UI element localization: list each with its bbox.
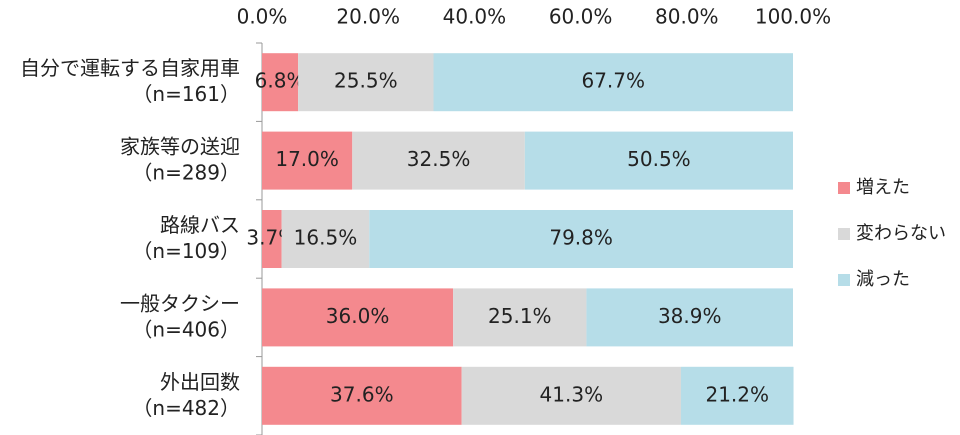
bar-segment (262, 366, 462, 425)
legend-label: 増えた (856, 177, 910, 198)
bar-segment (262, 53, 299, 112)
data-label: 25.1% (488, 304, 552, 328)
bar-segment (453, 288, 587, 347)
y-tick-line: （n=109） (132, 239, 240, 263)
y-tick-line: （n=161） (132, 82, 240, 106)
x-tick-label: 0.0% (237, 5, 288, 29)
y-tick-label: 外出回数（n=482） (132, 369, 240, 419)
data-label: 36.0% (326, 304, 390, 328)
y-tick-line: （n=482） (132, 395, 240, 419)
bar-segment (524, 131, 793, 190)
data-label: 32.5% (407, 147, 471, 171)
y-tick-line: 一般タクシー (120, 291, 240, 315)
y-tick-line: （n=406） (132, 317, 240, 341)
data-label: 6.8% (255, 69, 306, 93)
y-tick-label: 一般タクシー（n=406） (120, 291, 240, 341)
y-tick-line: 自分で運転する自家用車 (20, 56, 240, 80)
data-label: 50.5% (627, 147, 691, 171)
y-tick-label: 路線バス（n=109） (132, 213, 240, 263)
bar-segment (433, 53, 793, 112)
data-label: 79.8% (549, 226, 613, 250)
data-label: 67.7% (581, 69, 645, 93)
bar-segment (461, 366, 681, 425)
data-label: 38.9% (658, 304, 722, 328)
legend-swatch (838, 228, 850, 240)
bar-segment (298, 53, 434, 112)
bar-segment (262, 210, 282, 268)
data-label: 41.3% (540, 382, 604, 406)
data-label: 37.6% (330, 382, 394, 406)
legend-label: 減った (856, 269, 910, 290)
y-tick-line: 家族等の送迎 (120, 134, 240, 158)
legend-swatch (838, 182, 850, 194)
data-label: 17.0% (275, 147, 339, 171)
legend-swatch (838, 274, 850, 286)
bar-segment (262, 131, 353, 190)
x-tick-label: 80.0% (655, 5, 719, 29)
y-tick-label: 自分で運転する自家用車（n=161） (20, 56, 240, 106)
data-label: 16.5% (294, 226, 358, 250)
y-tick-label: 家族等の送迎（n=289） (120, 134, 240, 184)
bar-segment (680, 366, 794, 425)
legend-label: 変わらない (856, 223, 946, 244)
x-tick-label: 100.0% (755, 5, 831, 29)
y-tick-line: 路線バス (160, 213, 240, 237)
bar-segment (281, 210, 370, 268)
data-label: 21.2% (705, 382, 769, 406)
x-tick-label: 20.0% (336, 5, 400, 29)
x-tick-label: 60.0% (549, 5, 613, 29)
bar-segment (352, 131, 525, 190)
data-label: 25.5% (334, 69, 398, 93)
y-tick-line: （n=289） (132, 160, 240, 184)
bar-segment (369, 210, 793, 268)
y-tick-line: 外出回数 (160, 369, 240, 393)
bar-segment (262, 288, 454, 347)
bar-segment (586, 288, 793, 347)
x-tick-label: 40.0% (443, 5, 507, 29)
